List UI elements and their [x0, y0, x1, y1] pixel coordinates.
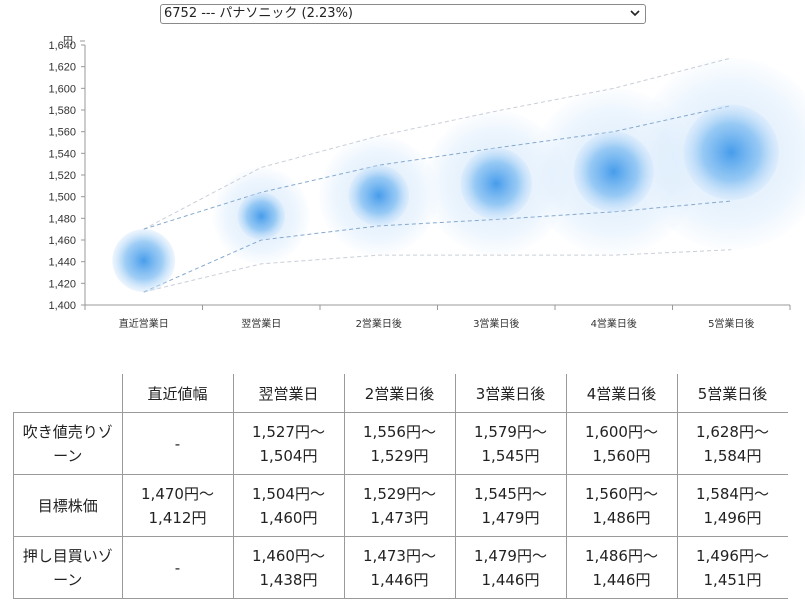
range-lines [143, 57, 732, 293]
forecast-chart: 円 1,400 1,420 1,440 1,460 1,480 1,500 1,520 1,54… [48, 36, 805, 330]
table-row-sell-zone: 吹き値売りゾ ーン - 1,527円〜 1,504円 1,556円〜 1,529円 … [13, 412, 788, 475]
target-bubble [112, 229, 176, 292]
y-tick-label: 1,400 [48, 300, 76, 312]
table-header: 直近値幅 [121, 374, 234, 413]
y-tick-label: 1,480 [48, 213, 76, 225]
target-bubble [683, 104, 779, 200]
table-cell: 1,486円〜 1,446円 [565, 536, 678, 599]
buy-zone-line [143, 249, 732, 293]
y-tick-label: 1,520 [48, 170, 76, 182]
y-tick-label: 1,500 [48, 192, 76, 204]
x-tick-label: 4営業日後 [591, 317, 637, 330]
table-cell: 1,584円〜 1,496円 [676, 474, 788, 537]
table-header: 翌営業日 [232, 374, 345, 413]
y-tick-label: 1,600 [48, 83, 76, 95]
table-cell: 1,545円〜 1,479円 [454, 474, 567, 537]
table-cell: 1,560円〜 1,486円 [565, 474, 678, 537]
stock-select-value: 6752 --- パナソニック (2.23%) [164, 6, 353, 21]
table-header: 4営業日後 [565, 374, 678, 413]
target-bubble [237, 192, 286, 241]
y-tick-label: 1,620 [48, 62, 76, 74]
table-row-buy-zone: 押し目買いゾ ーン - 1,460円〜 1,438円 1,473円〜 1,446円 … [13, 536, 788, 599]
table-cell: 1,473円〜 1,446円 [343, 536, 456, 599]
y-tick-label: 1,580 [48, 105, 76, 117]
table-cell: 1,529円〜 1,473円 [343, 474, 456, 537]
table-cell: 1,460円〜 1,438円 [232, 536, 345, 599]
sell-zone-line [143, 57, 732, 230]
target-low-line [143, 200, 732, 293]
x-tick-label: 翌営業日 [241, 317, 281, 330]
zone-table: 直近値幅 翌営業日 2営業日後 3営業日後 4営業日後 5営業日後 吹き値売りゾ… [13, 374, 788, 599]
table-cell: 1,470円〜 1,412円 [121, 474, 234, 537]
y-axis-unit: 円 [63, 36, 73, 47]
table-cell: 1,479円〜 1,446円 [454, 536, 567, 599]
row-label: 吹き値売りゾ ーン [13, 412, 123, 475]
table-header-row: 直近値幅 翌営業日 2営業日後 3営業日後 4営業日後 5営業日後 [13, 374, 788, 413]
table-cell: 1,628円〜 1,584円 [676, 412, 788, 475]
x-tick-label: 2営業日後 [356, 317, 402, 330]
y-tick-label: 1,640 [48, 40, 76, 52]
target-bubble [573, 131, 654, 212]
table-cell: 1,579円〜 1,545円 [454, 412, 567, 475]
x-tick-label: 直近営業日 [119, 317, 169, 330]
y-tick-label: 1,460 [48, 235, 76, 247]
chevron-down-icon [630, 10, 640, 17]
x-tick-label: 3営業日後 [473, 317, 519, 330]
table-cell: 1,600円〜 1,560円 [565, 412, 678, 475]
chart-axes: 円 1,400 1,420 1,440 1,460 1,480 1,500 1,520 1,54… [48, 36, 791, 330]
target-bubbles [112, 104, 779, 292]
table-cell: 1,556円〜 1,529円 [343, 412, 456, 475]
target-high-line [143, 105, 732, 230]
y-tick-label: 1,560 [48, 127, 76, 139]
table-cell: - [121, 536, 234, 599]
table-cell: 1,504円〜 1,460円 [232, 474, 345, 537]
table-header: 3営業日後 [454, 374, 567, 413]
table-header: 2営業日後 [343, 374, 456, 413]
table-header: 5営業日後 [676, 374, 788, 413]
target-bubble [348, 165, 410, 226]
table-cell: 1,496円〜 1,451円 [676, 536, 788, 599]
x-tick-label: 5営業日後 [708, 317, 754, 330]
table-header-corner [13, 374, 123, 413]
table-row-target: 目標株価 1,470円〜 1,412円 1,504円〜 1,460円 1,529円〜… [13, 474, 788, 537]
stock-select[interactable]: 6752 --- パナソニック (2.23%) [160, 4, 646, 24]
row-label: 目標株価 [13, 474, 123, 537]
y-tick-label: 1,540 [48, 148, 76, 160]
target-bubble [460, 147, 532, 220]
y-tick-label: 1,420 [48, 278, 76, 290]
table-cell: 1,527円〜 1,504円 [232, 412, 345, 475]
row-label: 押し目買いゾ ーン [13, 536, 123, 599]
table-cell: - [121, 412, 234, 475]
y-tick-label: 1,440 [48, 257, 76, 269]
